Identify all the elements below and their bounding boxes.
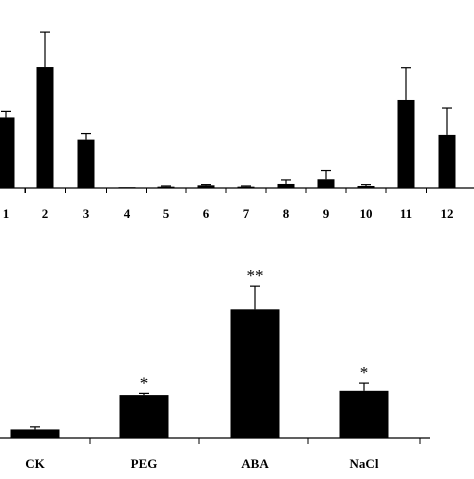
x-tick-label-11: 11	[400, 206, 412, 221]
x-tick-label-7: 7	[243, 206, 250, 221]
x-tick-label-PEG: PEG	[131, 456, 158, 471]
bar-CK	[10, 429, 60, 438]
significance-label-PEG: *	[140, 373, 149, 392]
bar-12	[438, 134, 456, 188]
chart-panel-top: 1 2 3 4 5 6 7 8 9 10 11 12	[0, 31, 474, 221]
bar-1	[0, 117, 15, 188]
x-tick-label-3: 3	[83, 206, 90, 221]
x-tick-label-4: 4	[124, 206, 131, 221]
bar-PEG	[119, 395, 169, 438]
bar-2	[36, 67, 54, 188]
x-tick-label-5: 5	[163, 206, 170, 221]
bar-10	[357, 185, 375, 188]
bar-8	[277, 183, 295, 188]
bar-7	[237, 186, 255, 188]
significance-label-NaCl: *	[360, 363, 369, 382]
significance-label-ABA: **	[247, 266, 264, 285]
x-tick-label-12: 12	[441, 206, 454, 221]
x-tick-label-ABA: ABA	[241, 456, 269, 471]
chart-panel-bottom: CK * PEG ** ABA * NaCl	[0, 266, 430, 471]
bar-9	[317, 179, 335, 188]
bar-ABA	[230, 309, 280, 438]
x-tick-label-8: 8	[283, 206, 290, 221]
x-tick-label-NaCl: NaCl	[350, 456, 379, 471]
x-tick-label-2: 2	[42, 206, 49, 221]
x-tick-label-9: 9	[323, 206, 330, 221]
bar-6	[197, 185, 215, 188]
x-tick-label-10: 10	[360, 206, 373, 221]
bar-4	[118, 187, 136, 188]
bar-NaCl	[339, 390, 389, 438]
x-tick-label-6: 6	[203, 206, 210, 221]
x-tick-label-CK: CK	[25, 456, 45, 471]
bar-11	[397, 99, 415, 188]
bar-3	[77, 139, 95, 188]
x-tick-label-1: 1	[3, 206, 10, 221]
bar-5	[157, 186, 175, 188]
